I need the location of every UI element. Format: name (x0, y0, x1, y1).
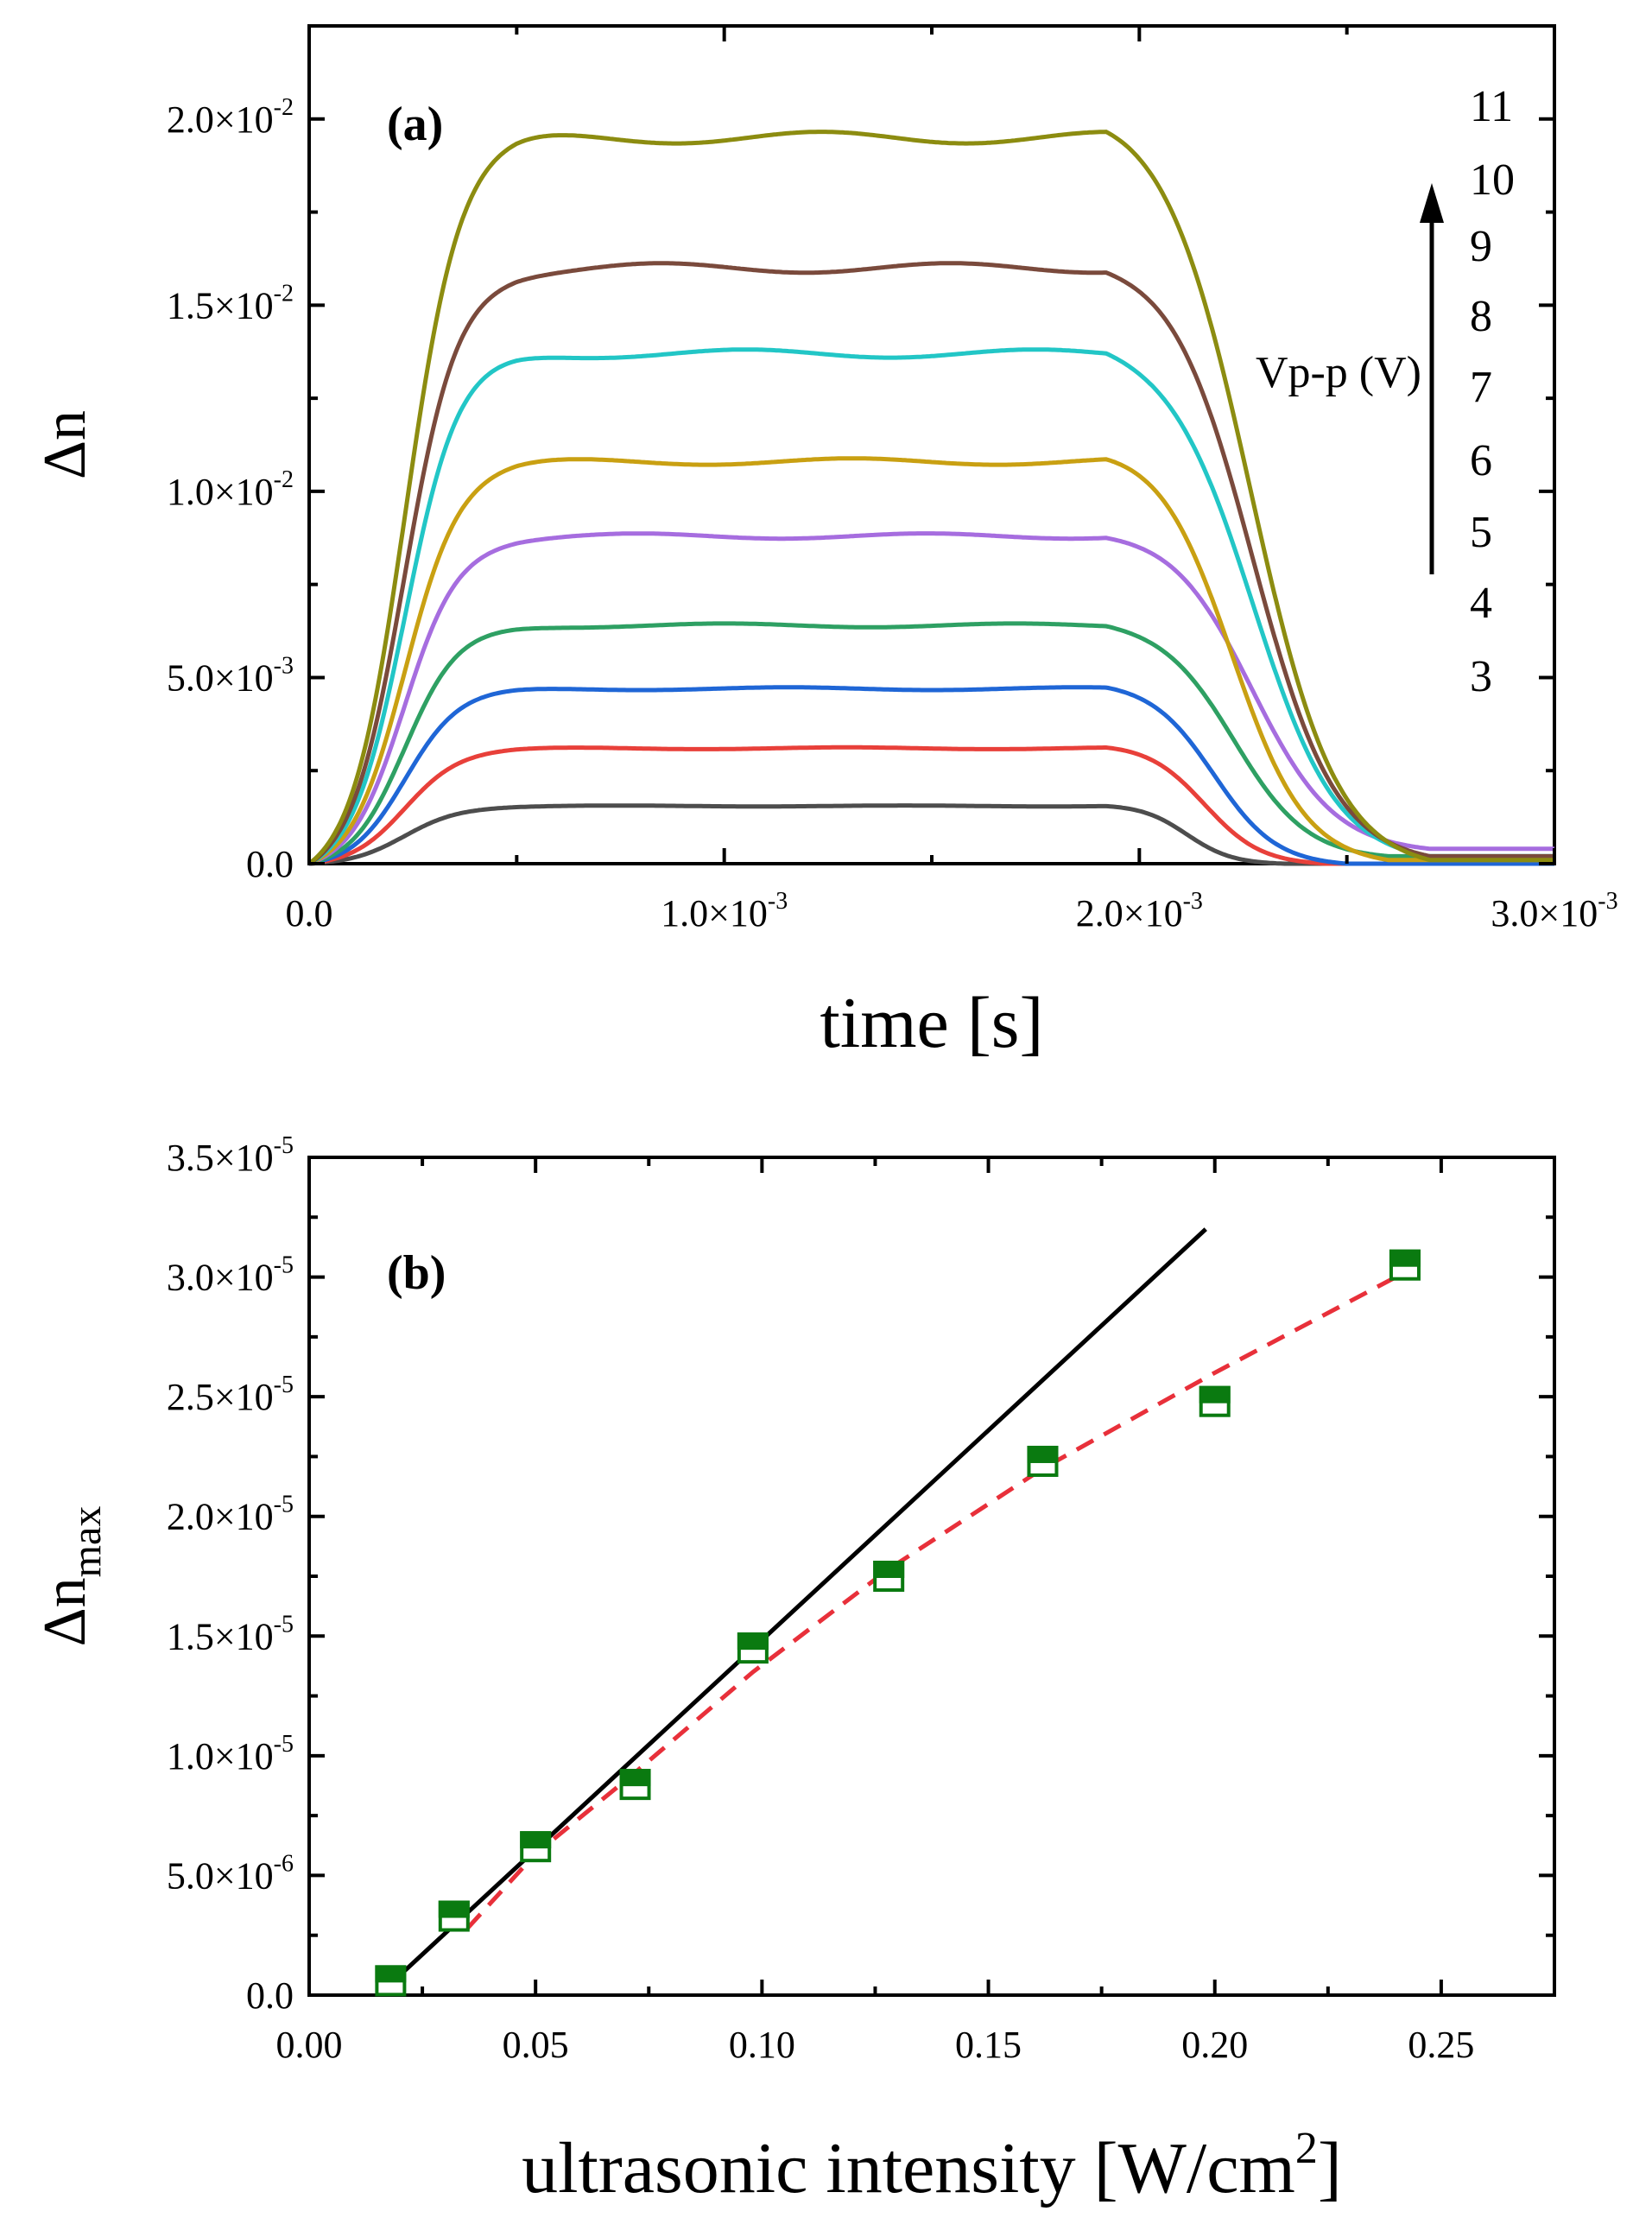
panel-b-x-tick-label: 0.10 (729, 2024, 795, 2066)
dashed-fit-curve (465, 1270, 1407, 1930)
vpp-label: Vp-p (V) (1256, 348, 1421, 397)
panel-b-x-tick-label: 0.05 (503, 2024, 569, 2066)
panel-a-x-tick-label: 1.0×10-3 (661, 888, 788, 935)
data-point (1199, 1385, 1231, 1417)
panel-b-y-tick-label: 1.5×10-5 (167, 1611, 294, 1657)
data-point (873, 1561, 905, 1592)
panel-b-y-axis-label: Δnmax (32, 1506, 110, 1647)
panel-b-x-tick-label: 0.00 (276, 2024, 343, 2066)
panel-a-y-tick-label: 1.5×10-2 (167, 280, 294, 326)
panel-a-curves (307, 130, 1554, 866)
voltage-label-5: 5 (1470, 508, 1492, 557)
panel-a-x-tick-label: 0.0 (286, 892, 333, 935)
panel-a-y-tick-label: 0.0 (246, 843, 294, 885)
data-point (375, 1965, 407, 1997)
panel-b-y-tick-label: 1.0×10-5 (167, 1731, 294, 1777)
curve-vpp-8 (308, 456, 1554, 866)
panel-a-y-ticks: 0.0 5.0×10-3 1.0×10-2 1.5×10-2 2.0×10-2 (167, 94, 1554, 885)
data-point (438, 1900, 470, 1932)
panel-b-y-tick-label: 3.5×10-5 (167, 1132, 294, 1179)
panel-b-x-tick-label: 0.20 (1181, 2024, 1248, 2066)
voltage-label-7: 7 (1470, 363, 1492, 412)
voltage-labels: 11 10 9 8 7 6 5 4 3 (1470, 82, 1515, 701)
panel-b-chart: 0.00 0.05 0.10 0.15 0.20 0.25 0.0 5.0×10-6 1.0×… (32, 1132, 1556, 2208)
panel-b-x-tick-label: 0.25 (1408, 2024, 1474, 2066)
voltage-label-11: 11 (1470, 82, 1513, 131)
data-point (1027, 1445, 1059, 1477)
panel-a-label: (a) (387, 98, 443, 151)
panel-b-y-tick-label: 5.0×10-6 (167, 1850, 294, 1897)
voltage-label-8: 8 (1470, 292, 1492, 341)
panel-b-y-tick-label: 3.0×10-5 (167, 1252, 294, 1299)
curve-vpp-11 (307, 130, 1554, 865)
panel-a-frame (307, 24, 1556, 865)
linear-fit-line (384, 1227, 1207, 1990)
panel-b-points (375, 1249, 1421, 1997)
panel-a-x-ticks: 0.0 1.0×10-3 2.0×10-3 3.0×10-3 (286, 26, 1618, 935)
panel-b-label: (b) (387, 1246, 446, 1300)
panel-a-x-axis-label: time [s] (820, 983, 1044, 1063)
panel-a-y-tick-label: 5.0×10-3 (167, 652, 294, 699)
panel-b-y-tick-label: 0.0 (246, 1974, 294, 2017)
panel-b-frame (307, 1156, 1556, 1997)
panel-a-chart: 0.0 1.0×10-3 2.0×10-3 3.0×10-3 0.0 5.0×10-3 1… (32, 24, 1618, 1063)
panel-b-fit-lines (384, 1227, 1407, 1990)
panel-b-y-label-sub: max (64, 1506, 110, 1578)
panel-b-x-label-end: ] (1318, 2128, 1342, 2208)
panel-b-x-label-sup: 2 (1295, 2124, 1318, 2173)
voltage-label-6: 6 (1470, 436, 1492, 485)
panel-b-x-ticks: 0.00 0.05 0.10 0.15 0.20 0.25 (276, 1157, 1556, 2066)
data-point (619, 1769, 651, 1801)
curve-vpp-5 (308, 685, 1554, 866)
voltage-label-3: 3 (1470, 652, 1492, 701)
panel-a-x-tick-label: 3.0×10-3 (1491, 888, 1617, 935)
curve-vpp-10 (307, 261, 1554, 866)
panel-b-y-tick-label: 2.5×10-5 (167, 1372, 294, 1418)
panel-a-y-axis-label: Δn (32, 410, 98, 479)
voltage-label-10: 10 (1470, 155, 1515, 205)
panel-a-y-tick-label: 1.0×10-2 (167, 466, 294, 513)
curve-vpp-9 (307, 347, 1554, 866)
panel-b-x-label-main: ultrasonic intensity [W/cm (522, 2128, 1295, 2208)
panel-a-y-tick-label: 2.0×10-2 (167, 94, 294, 141)
data-point (520, 1831, 552, 1863)
panel-a-x-tick-label: 2.0×10-3 (1076, 888, 1203, 935)
voltage-label-4: 4 (1470, 579, 1492, 628)
data-point (737, 1632, 769, 1664)
panel-b-x-axis-label: ultrasonic intensity [W/cm2] (522, 2124, 1342, 2208)
voltage-label-9: 9 (1470, 222, 1492, 271)
panel-b-x-tick-label: 0.15 (955, 2024, 1022, 2066)
panel-b-y-tick-label: 2.0×10-5 (167, 1492, 294, 1538)
curve-vpp-7 (308, 531, 1554, 866)
voltage-arrow-head (1420, 183, 1444, 223)
data-point (1389, 1249, 1421, 1281)
panel-b-y-ticks: 0.0 5.0×10-6 1.0×10-5 1.5×10-5 2.0×10-5 2.5×1… (167, 1132, 1554, 2017)
panel-b-y-label-main: Δn (32, 1577, 98, 1646)
